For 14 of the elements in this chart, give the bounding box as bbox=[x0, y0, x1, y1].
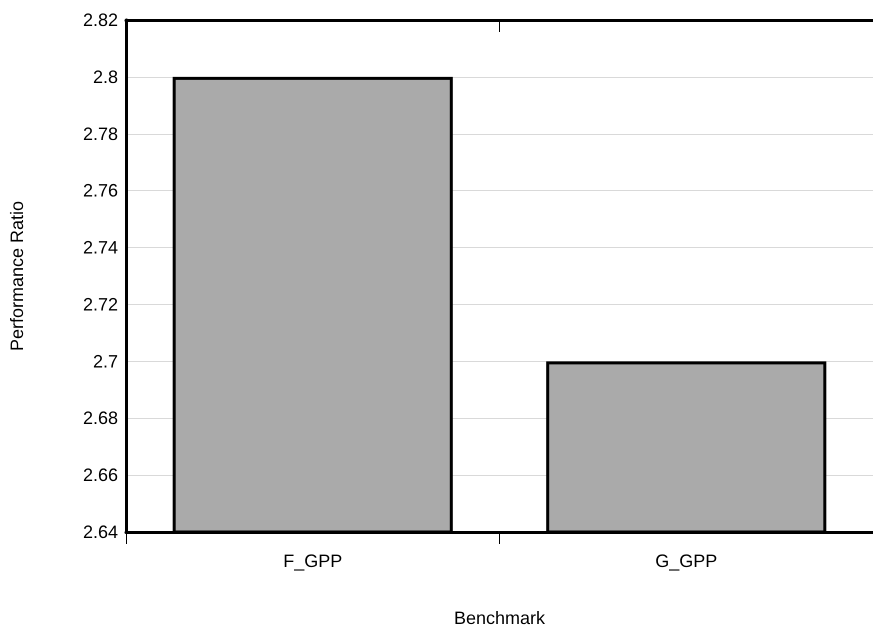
x-tick-label: F_GPP bbox=[283, 551, 342, 571]
y-tick-label: 2.76 bbox=[82, 180, 118, 201]
y-tick-label: 2.74 bbox=[82, 238, 118, 258]
y-axis-title: Performance Ratio bbox=[7, 200, 27, 352]
y-tick-label: 2.66 bbox=[82, 465, 118, 486]
y-tick-label: 2.68 bbox=[82, 408, 118, 428]
y-tick-label: 2.72 bbox=[82, 294, 118, 314]
y-tick-label: 2.7 bbox=[92, 351, 118, 372]
x-tick-label: G_GPP bbox=[655, 551, 718, 571]
y-tick-label: 2.78 bbox=[82, 124, 118, 144]
y-tick-label: 2.82 bbox=[82, 10, 118, 30]
y-tick-label: 2.8 bbox=[92, 66, 118, 87]
x-axis-title: Benchmark bbox=[454, 608, 546, 628]
y-tick-label: 2.64 bbox=[82, 522, 118, 542]
